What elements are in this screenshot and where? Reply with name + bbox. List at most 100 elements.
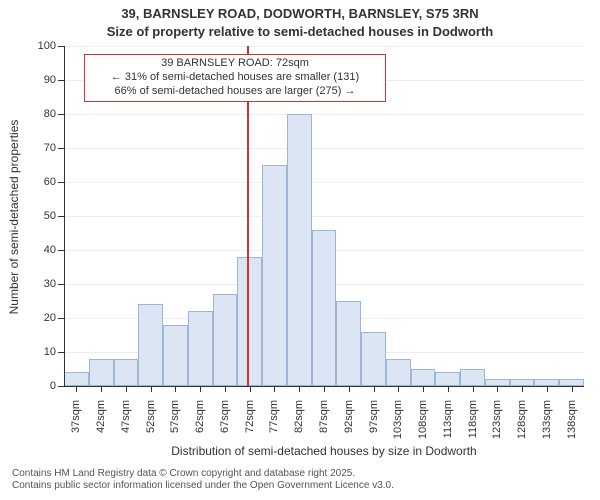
x-tick-label: 87sqm: [318, 400, 330, 450]
y-tick-label: 30: [24, 278, 56, 290]
x-tick: [299, 386, 300, 392]
y-tick-label: 90: [24, 74, 56, 86]
x-tick: [423, 386, 424, 392]
x-tick-label: 128sqm: [516, 400, 528, 450]
x-tick: [448, 386, 449, 392]
histogram-bar: [559, 379, 584, 386]
gridline: [64, 114, 584, 115]
x-tick-label: 57sqm: [169, 400, 181, 450]
x-tick: [76, 386, 77, 392]
x-tick-label: 138sqm: [566, 400, 578, 450]
x-tick: [497, 386, 498, 392]
x-tick-label: 133sqm: [541, 400, 553, 450]
y-tick: [58, 318, 64, 319]
y-tick: [58, 216, 64, 217]
y-tick-label: 20: [24, 312, 56, 324]
y-tick-label: 0: [24, 380, 56, 392]
y-tick-label: 70: [24, 142, 56, 154]
x-tick-label: 62sqm: [194, 400, 206, 450]
x-tick: [175, 386, 176, 392]
x-tick-label: 72sqm: [244, 400, 256, 450]
y-tick: [58, 250, 64, 251]
histogram-bar: [188, 311, 213, 386]
y-tick: [58, 284, 64, 285]
caption-line-2: Contains public sector information licen…: [12, 480, 588, 492]
histogram-bar: [163, 325, 188, 386]
chart-title-line2: Size of property relative to semi-detach…: [0, 24, 600, 39]
x-tick-label: 103sqm: [392, 400, 404, 450]
histogram-bar: [237, 257, 262, 386]
x-tick-label: 67sqm: [219, 400, 231, 450]
histogram-bar: [64, 372, 89, 386]
x-tick: [522, 386, 523, 392]
x-tick: [250, 386, 251, 392]
gridline: [64, 148, 584, 149]
x-tick: [200, 386, 201, 392]
x-tick: [324, 386, 325, 392]
x-tick-label: 108sqm: [417, 400, 429, 450]
histogram-bar: [534, 379, 559, 386]
histogram-bar: [89, 359, 114, 386]
x-tick: [572, 386, 573, 392]
histogram-bar: [411, 369, 436, 386]
x-tick-label: 52sqm: [145, 400, 157, 450]
histogram-bar: [485, 379, 510, 386]
annotation-line-1: 39 BARNSLEY ROAD: 72sqm: [89, 57, 381, 71]
x-tick: [473, 386, 474, 392]
x-tick: [349, 386, 350, 392]
gridline: [64, 182, 584, 183]
gridline: [64, 216, 584, 217]
histogram-bar: [386, 359, 411, 386]
histogram-bar: [435, 372, 460, 386]
y-tick-label: 60: [24, 176, 56, 188]
y-tick: [58, 386, 64, 387]
y-tick-label: 10: [24, 346, 56, 358]
y-axis-label: Number of semi-detached properties: [7, 47, 21, 387]
y-axis-line: [64, 46, 65, 386]
y-tick-label: 40: [24, 244, 56, 256]
x-tick-label: 97sqm: [368, 400, 380, 450]
x-tick: [398, 386, 399, 392]
chart-root: { "titles": { "line1": "39, BARNSLEY ROA…: [0, 0, 600, 500]
x-tick: [274, 386, 275, 392]
x-tick: [547, 386, 548, 392]
chart-title-line1: 39, BARNSLEY ROAD, DODWORTH, BARNSLEY, S…: [0, 6, 600, 21]
x-axis-label: Distribution of semi-detached houses by …: [64, 444, 584, 458]
histogram-bar: [361, 332, 386, 386]
x-tick-label: 37sqm: [70, 400, 82, 450]
y-tick: [58, 80, 64, 81]
y-tick-label: 80: [24, 108, 56, 120]
y-tick: [58, 182, 64, 183]
caption-line-1: Contains HM Land Registry data © Crown c…: [12, 468, 588, 480]
y-tick: [58, 114, 64, 115]
y-tick-label: 100: [24, 40, 56, 52]
y-tick: [58, 148, 64, 149]
annotation-box: 39 BARNSLEY ROAD: 72sqm ← 31% of semi-de…: [84, 54, 386, 102]
x-tick-label: 118sqm: [467, 400, 479, 450]
histogram-bar: [287, 114, 312, 386]
histogram-bar: [138, 304, 163, 386]
x-tick-label: 123sqm: [491, 400, 503, 450]
y-tick-label: 50: [24, 210, 56, 222]
y-tick: [58, 352, 64, 353]
annotation-line-3: 66% of semi-detached houses are larger (…: [89, 85, 381, 99]
annotation-line-2: ← 31% of semi-detached houses are smalle…: [89, 71, 381, 85]
source-caption: Contains HM Land Registry data © Crown c…: [12, 468, 588, 492]
x-tick: [126, 386, 127, 392]
histogram-bar: [460, 369, 485, 386]
histogram-bar: [336, 301, 361, 386]
histogram-bar: [114, 359, 139, 386]
x-tick-label: 113sqm: [442, 400, 454, 450]
x-tick: [151, 386, 152, 392]
x-tick-label: 47sqm: [120, 400, 132, 450]
histogram-bar: [262, 165, 287, 386]
x-tick-label: 77sqm: [268, 400, 280, 450]
gridline: [64, 46, 584, 47]
y-tick: [58, 46, 64, 47]
x-tick-label: 82sqm: [293, 400, 305, 450]
histogram-bar: [312, 230, 337, 386]
histogram-bar: [510, 379, 535, 386]
x-tick: [101, 386, 102, 392]
x-tick-label: 42sqm: [95, 400, 107, 450]
x-tick-label: 92sqm: [343, 400, 355, 450]
